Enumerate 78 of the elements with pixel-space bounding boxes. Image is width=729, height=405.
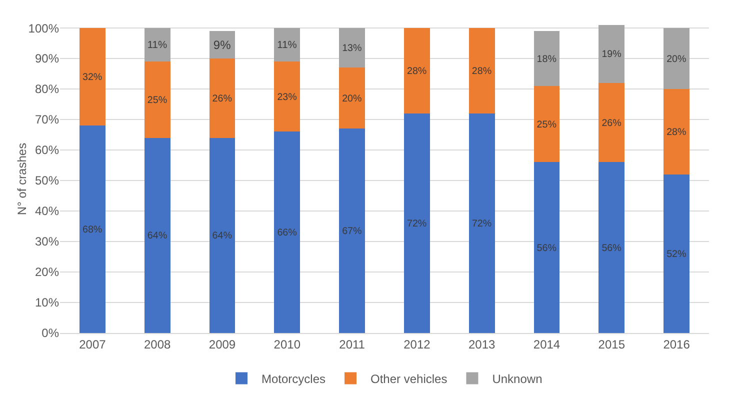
y-tick-label: 90%	[34, 52, 60, 66]
data-label: 56%	[602, 242, 622, 254]
bar	[209, 138, 236, 333]
bar	[664, 89, 690, 174]
bar	[534, 162, 560, 333]
x-tick-label: 2009	[208, 337, 236, 352]
bar	[404, 113, 430, 333]
x-tick-label: 2011	[339, 337, 366, 352]
y-tick-label: 30%	[34, 234, 60, 249]
legend-label: Unknown	[492, 372, 542, 386]
y-tick-label: 60%	[34, 143, 60, 158]
legend-label: Other vehicles	[370, 372, 448, 386]
data-label: 18%	[536, 54, 557, 65]
data-label: 32%	[82, 72, 102, 84]
bar	[468, 113, 495, 333]
bar	[468, 28, 495, 114]
bar	[144, 138, 170, 333]
data-label: 25%	[536, 119, 557, 130]
data-label: 23%	[277, 92, 298, 103]
data-label: 26%	[602, 118, 622, 129]
y-tick-label: 0%	[42, 326, 60, 340]
legend-label: Motorcycles	[262, 372, 326, 386]
x-tick-label: 2008	[144, 337, 172, 352]
bar	[404, 28, 430, 114]
data-label: 20%	[342, 93, 362, 104]
bar	[274, 28, 300, 62]
x-tick-label: 2012	[404, 337, 431, 352]
bar	[274, 132, 300, 333]
bar	[79, 126, 106, 333]
bar	[339, 128, 366, 333]
bar	[598, 82, 625, 162]
data-label: 52%	[666, 248, 687, 260]
data-label: 28%	[472, 66, 492, 78]
bar	[79, 28, 106, 126]
bar	[274, 62, 300, 132]
data-label: 56%	[536, 242, 557, 254]
data-label: 11%	[277, 40, 297, 52]
data-label: 26%	[212, 93, 232, 104]
data-label: 13%	[342, 43, 362, 54]
data-label: 64%	[212, 230, 232, 242]
data-label: 64%	[147, 230, 168, 242]
data-label: 72%	[472, 218, 492, 230]
data-label: 28%	[666, 127, 687, 138]
data-label: 72%	[406, 218, 427, 230]
data-label: 66%	[277, 228, 298, 239]
bar	[144, 28, 170, 62]
bar	[664, 28, 690, 90]
bar	[534, 31, 560, 86]
y-tick-label: 20%	[34, 265, 60, 280]
x-tick-label: 2015	[598, 337, 626, 352]
data-label: 9%	[213, 38, 232, 52]
bar	[598, 162, 625, 333]
data-label: 19%	[602, 49, 622, 60]
x-tick-label: 2014	[533, 337, 560, 352]
x-tick-label: 2010	[274, 337, 301, 352]
x-tick-label: 2007	[79, 337, 106, 352]
y-axis-title: N° of crashes	[15, 142, 29, 216]
data-label: 20%	[666, 54, 687, 65]
bar	[209, 58, 236, 138]
x-tick-label: 2013	[468, 337, 496, 352]
data-label: 28%	[406, 66, 427, 78]
data-label: 25%	[147, 94, 168, 106]
bar	[144, 62, 170, 138]
y-tick-label: 50%	[34, 174, 60, 188]
y-tick-label: 40%	[34, 204, 60, 218]
bar	[339, 68, 366, 129]
bar	[339, 28, 366, 68]
data-label: 67%	[342, 226, 362, 238]
data-label: 11%	[147, 40, 168, 52]
y-tick-label: 100%	[28, 21, 60, 36]
x-tick-label: 2016	[663, 337, 690, 352]
y-tick-label: 80%	[34, 82, 60, 96]
bar	[664, 174, 690, 333]
y-tick-label: 10%	[34, 296, 60, 310]
bar	[598, 25, 625, 83]
y-tick-label: 70%	[34, 112, 60, 127]
bar	[534, 86, 560, 162]
data-label: 68%	[82, 224, 102, 236]
